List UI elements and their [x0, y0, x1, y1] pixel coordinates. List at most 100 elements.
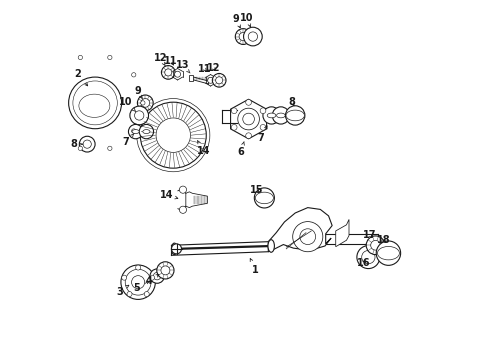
Circle shape — [272, 107, 290, 124]
Circle shape — [150, 269, 164, 283]
Text: 14: 14 — [160, 190, 178, 200]
Circle shape — [254, 188, 274, 208]
Circle shape — [132, 276, 145, 289]
Circle shape — [231, 125, 237, 130]
Text: 6: 6 — [237, 141, 245, 157]
Circle shape — [135, 111, 144, 120]
Text: 2: 2 — [74, 69, 88, 86]
Text: 8: 8 — [288, 97, 295, 107]
Circle shape — [216, 77, 223, 84]
Ellipse shape — [267, 113, 276, 118]
Circle shape — [260, 108, 266, 114]
Polygon shape — [186, 192, 207, 208]
Circle shape — [137, 95, 153, 111]
Circle shape — [293, 222, 323, 252]
Ellipse shape — [69, 77, 122, 129]
Text: 9: 9 — [232, 14, 240, 28]
Circle shape — [54, 73, 59, 77]
Circle shape — [208, 77, 214, 83]
Circle shape — [179, 206, 187, 213]
Circle shape — [125, 269, 151, 295]
Circle shape — [172, 244, 181, 254]
Text: 12: 12 — [207, 63, 220, 73]
Circle shape — [45, 101, 49, 105]
Circle shape — [140, 102, 206, 168]
Ellipse shape — [255, 192, 273, 204]
Circle shape — [136, 265, 141, 270]
Circle shape — [376, 241, 401, 265]
Circle shape — [156, 118, 191, 152]
Text: 18: 18 — [377, 235, 390, 245]
Ellipse shape — [143, 130, 150, 134]
Text: 7: 7 — [258, 126, 267, 143]
Ellipse shape — [172, 243, 177, 255]
Ellipse shape — [268, 240, 274, 252]
Text: 9: 9 — [134, 86, 143, 99]
Text: 15: 15 — [250, 185, 263, 195]
Circle shape — [132, 129, 136, 133]
Circle shape — [122, 275, 127, 280]
Circle shape — [244, 27, 262, 46]
Circle shape — [157, 262, 174, 279]
Circle shape — [132, 73, 136, 77]
Text: 14: 14 — [197, 141, 211, 156]
Circle shape — [179, 186, 187, 193]
Circle shape — [141, 99, 149, 107]
Polygon shape — [269, 208, 332, 252]
Circle shape — [127, 292, 132, 297]
Text: 17: 17 — [363, 230, 376, 239]
Text: 3: 3 — [116, 285, 129, 297]
Circle shape — [245, 99, 251, 105]
Circle shape — [54, 129, 59, 133]
Text: 10: 10 — [119, 97, 136, 112]
Circle shape — [212, 73, 226, 87]
Circle shape — [260, 125, 266, 130]
Text: 4: 4 — [146, 274, 159, 286]
Circle shape — [248, 32, 258, 41]
Text: 16: 16 — [357, 258, 370, 268]
Circle shape — [366, 236, 385, 255]
Circle shape — [141, 101, 145, 105]
Polygon shape — [231, 99, 267, 139]
Ellipse shape — [276, 113, 285, 118]
Circle shape — [357, 246, 380, 269]
Circle shape — [128, 125, 143, 139]
Circle shape — [245, 133, 251, 139]
Circle shape — [263, 107, 280, 124]
Circle shape — [239, 32, 247, 41]
Circle shape — [300, 229, 316, 244]
Text: 1: 1 — [250, 258, 259, 275]
Text: 7: 7 — [122, 134, 134, 147]
Text: 12: 12 — [154, 53, 167, 66]
Circle shape — [235, 29, 251, 44]
Circle shape — [153, 273, 161, 280]
Circle shape — [161, 66, 175, 79]
Ellipse shape — [132, 130, 139, 134]
Text: 11: 11 — [164, 55, 177, 66]
Ellipse shape — [377, 247, 399, 260]
Circle shape — [79, 136, 95, 152]
Circle shape — [78, 146, 82, 150]
Circle shape — [149, 275, 154, 280]
Circle shape — [243, 113, 254, 125]
Circle shape — [139, 125, 153, 139]
Text: 5: 5 — [133, 281, 149, 293]
Circle shape — [286, 106, 305, 125]
Circle shape — [137, 99, 210, 172]
Circle shape — [78, 55, 82, 60]
Circle shape — [165, 69, 172, 76]
Circle shape — [121, 265, 155, 300]
Ellipse shape — [286, 110, 304, 121]
Ellipse shape — [79, 94, 110, 117]
Circle shape — [108, 55, 112, 60]
Circle shape — [231, 108, 237, 114]
Circle shape — [161, 266, 170, 275]
Circle shape — [362, 251, 375, 264]
Circle shape — [130, 106, 148, 125]
Text: 10: 10 — [240, 13, 253, 27]
Text: 13: 13 — [176, 60, 190, 73]
Circle shape — [174, 71, 180, 77]
Circle shape — [238, 108, 259, 130]
Circle shape — [371, 240, 380, 250]
Circle shape — [144, 292, 149, 297]
